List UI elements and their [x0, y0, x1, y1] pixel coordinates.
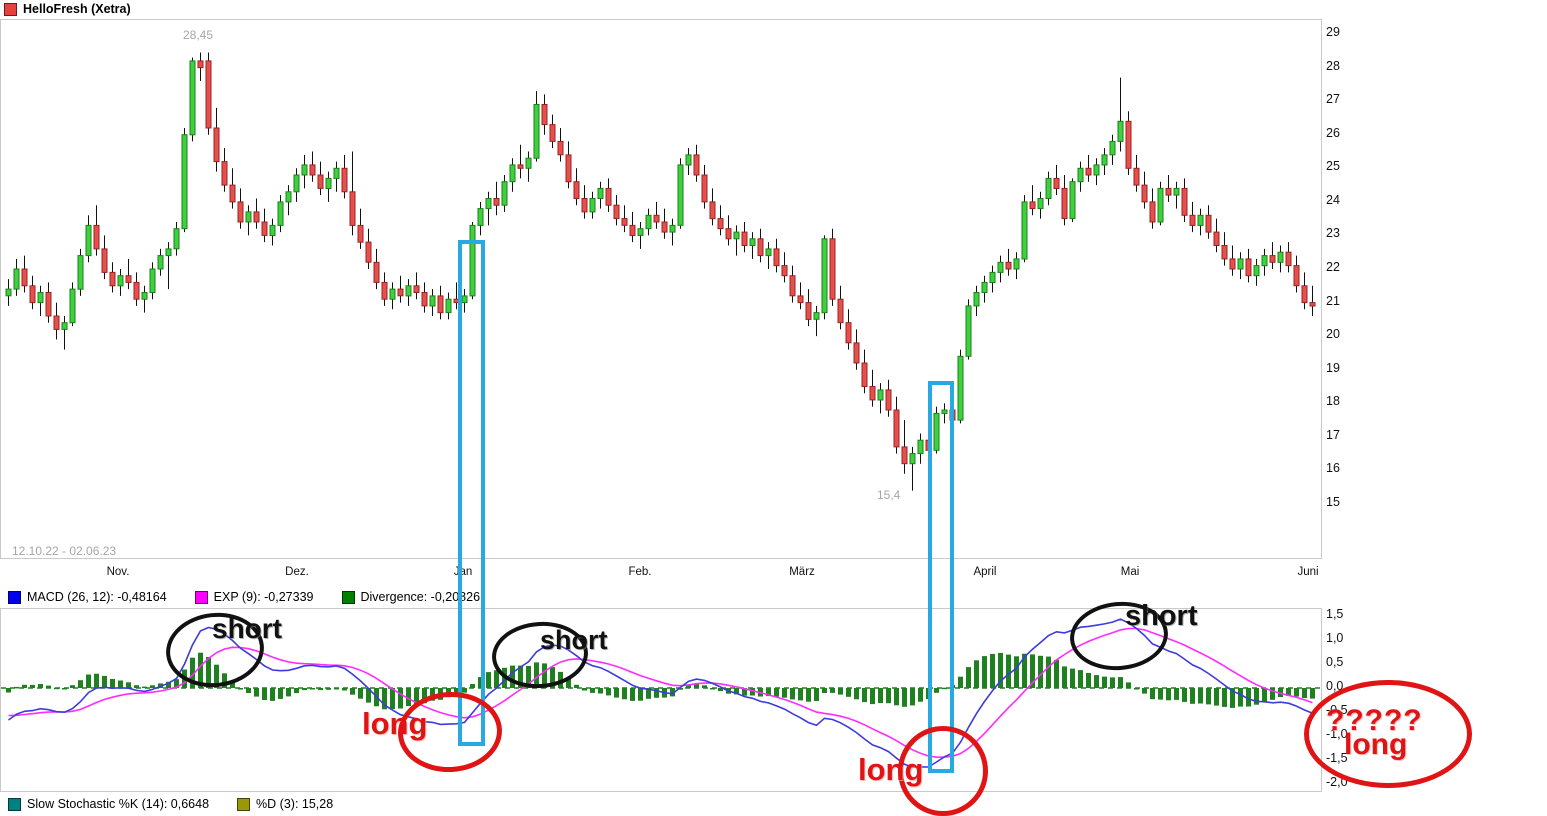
price-axis: 29 28 27 26 25 24 23 22 21 20 19 18 17 16 15: [1326, 0, 1372, 809]
long-circle-3: [1304, 680, 1472, 788]
price-tick-label: 16: [1326, 461, 1340, 476]
short-annotation-2: short: [540, 625, 608, 655]
short-annotation-3: short: [1125, 600, 1198, 632]
short-annotation-1: short: [212, 613, 282, 644]
long-annotation-2: long: [858, 752, 924, 787]
date-range-label: 12.10.22 - 02.06.23: [12, 544, 117, 558]
price-chart-panel[interactable]: 28,45 15,4 12.10.22 - 02.06.23: [0, 19, 1322, 559]
price-tick-label: 20: [1326, 327, 1340, 342]
price-tick-label: 22: [1326, 259, 1340, 274]
price-tick-label: 21: [1326, 293, 1340, 308]
price-tick-label: 15: [1326, 494, 1340, 509]
exp-legend-item: EXP (9): -0,27339: [194, 590, 314, 604]
stochastic-legend: Slow Stochastic %K (14): 0,6648 %D (3): …: [8, 797, 361, 811]
stochastic-d-legend-label: %D (3): 15,28: [256, 797, 334, 811]
price-tick-label: 23: [1326, 226, 1340, 241]
candlestick-chart[interactable]: [1, 20, 1320, 557]
macd-legend: MACD (26, 12): -0,48164 EXP (9): -0,2733…: [8, 590, 508, 604]
price-tick-label: 19: [1326, 360, 1340, 375]
macd-tick-label: 1,5: [1326, 607, 1344, 621]
macd-panel[interactable]: [0, 608, 1322, 792]
price-tick-label: 24: [1326, 192, 1340, 207]
price-tick-label: 25: [1326, 159, 1340, 174]
exp-legend-label: EXP (9): -0,27339: [213, 590, 314, 604]
stochastic-k-legend-item: Slow Stochastic %K (14): 0,6648: [8, 797, 209, 811]
month-axis-label: Dez.: [285, 566, 309, 578]
exp-swatch-icon: [194, 590, 208, 604]
macd-tick-label: 1,0: [1326, 631, 1344, 645]
macd-tick-label: 0,5: [1326, 655, 1344, 669]
divergence-legend-label: Divergence: -0,20826: [360, 590, 481, 604]
chart-title: HelloFresh (Xetra): [23, 2, 131, 16]
month-axis-label: April: [973, 566, 997, 578]
macd-chart[interactable]: [1, 609, 1320, 790]
month-axis-label: Juni: [1297, 566, 1319, 578]
long-annotation-1: long: [362, 706, 428, 741]
macd-legend-label: MACD (26, 12): -0,48164: [27, 590, 167, 604]
low-price-label: 15,4: [877, 488, 901, 502]
month-axis-label: Nov.: [106, 566, 130, 578]
price-tick-label: 17: [1326, 427, 1340, 442]
month-axis-label: Feb.: [628, 566, 652, 578]
price-tick-label: 29: [1326, 25, 1340, 39]
series-swatch-icon: [4, 2, 17, 16]
long-annotation-3: long: [1344, 728, 1408, 761]
highlight-rectangle-january: [458, 240, 485, 746]
question-marks-annotation: ?????: [1326, 704, 1423, 737]
price-tick-label: 27: [1326, 92, 1340, 107]
highlight-rectangle-march: [928, 381, 954, 773]
time-axis: Nov. Dez. Jan Feb. März April Mai Juni: [0, 566, 1330, 582]
stochastic-k-legend-label: Slow Stochastic %K (14): 0,6648: [27, 797, 210, 811]
month-axis-label: März: [789, 566, 815, 578]
price-tick-label: 18: [1326, 394, 1340, 409]
divergence-legend-item: Divergence: -0,20826: [341, 590, 481, 604]
month-axis-label: Mai: [1120, 566, 1140, 578]
macd-swatch-icon: [8, 590, 21, 604]
price-tick-label: 28: [1326, 58, 1340, 73]
chart-title-legend: HelloFresh (Xetra): [4, 1, 131, 17]
price-tick-label: 26: [1326, 125, 1340, 140]
macd-legend-item: MACD (26, 12): -0,48164: [8, 590, 167, 604]
high-price-label: 28,45: [183, 28, 214, 42]
divergence-swatch-icon: [341, 590, 355, 604]
